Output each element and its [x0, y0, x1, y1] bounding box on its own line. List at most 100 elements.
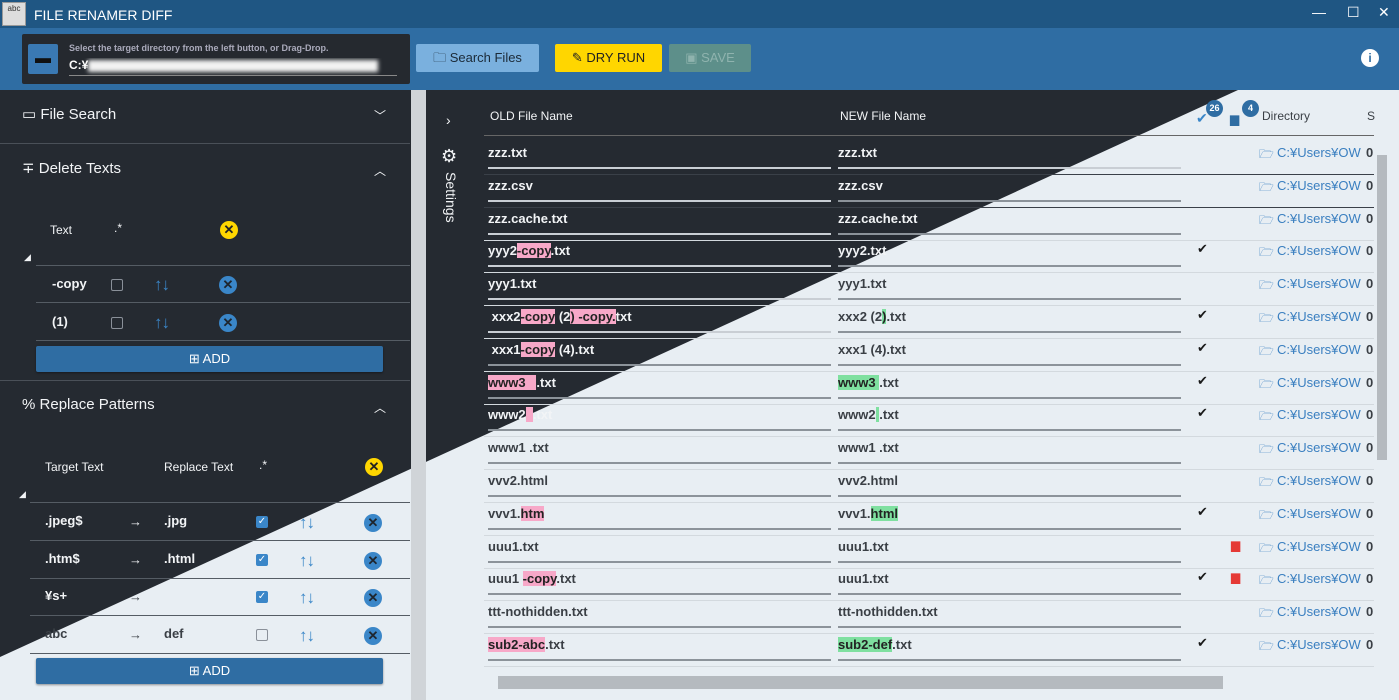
- table-horizontal-scrollbar[interactable]: [484, 676, 1374, 690]
- folder-open-icon[interactable]: 🗁: [1259, 212, 1274, 227]
- regex-checkbox[interactable]: [256, 628, 268, 641]
- delete-text-value[interactable]: (1): [52, 314, 68, 329]
- new-file-name[interactable]: uuu1.txt: [838, 571, 889, 586]
- directory-value[interactable]: C:¥Users¥OW: [1277, 276, 1361, 292]
- replace-text-value[interactable]: .html: [164, 550, 196, 566]
- new-file-name[interactable]: zzz.txt: [838, 145, 877, 160]
- folder-header-icon[interactable]: ▆: [1230, 112, 1240, 126]
- directory-value[interactable]: C:¥Users¥OW: [1277, 177, 1361, 193]
- regex-checkbox[interactable]: ✓: [256, 553, 268, 566]
- old-file-name[interactable]: xxx2-copy (2) -copy.txt: [488, 309, 632, 324]
- new-file-name[interactable]: www3 .txt: [838, 374, 899, 390]
- check-icon[interactable]: ✔: [1197, 503, 1208, 519]
- check-icon[interactable]: ✔: [1197, 372, 1208, 388]
- target-text-value[interactable]: .htm$: [45, 550, 80, 566]
- new-file-name[interactable]: vvv2.html: [838, 473, 898, 488]
- new-file-name[interactable]: www1 .txt: [838, 440, 899, 455]
- new-file-name[interactable]: yyy1.txt: [838, 276, 886, 291]
- old-file-name[interactable]: yyy1.txt: [488, 276, 536, 291]
- new-file-name[interactable]: xxx1 (4).txt: [838, 342, 906, 357]
- search-files-button[interactable]: 🗀 Search Files: [416, 44, 539, 72]
- regex-checkbox[interactable]: ✓: [256, 591, 268, 603]
- remove-icon[interactable]: ✕: [219, 314, 237, 332]
- delete-texts-header[interactable]: ∓ Delete Texts: [22, 159, 121, 177]
- old-file-name[interactable]: www3 .txt: [488, 374, 556, 390]
- directory-value[interactable]: C:¥Users¥OW: [1277, 309, 1361, 324]
- close-button[interactable]: ✕: [1378, 4, 1390, 20]
- old-file-name[interactable]: zzz.cache.txt: [488, 211, 567, 226]
- old-file-name[interactable]: vvv2.html: [488, 473, 548, 488]
- check-header-icon[interactable]: ✔: [1196, 110, 1208, 126]
- folder-open-icon[interactable]: 🗁: [1259, 573, 1274, 588]
- open-folder-button[interactable]: ▬: [28, 44, 58, 74]
- old-file-name[interactable]: xxx1-copy (4).txt: [488, 341, 594, 357]
- old-file-name[interactable]: vvv1.htm: [488, 505, 545, 521]
- regex-checkbox[interactable]: [111, 279, 123, 291]
- regex-checkbox[interactable]: ✓: [256, 516, 268, 528]
- old-file-name[interactable]: zzz.txt: [488, 145, 527, 160]
- col-directory[interactable]: Directory: [1262, 109, 1311, 123]
- clear-all-icon[interactable]: ✕: [365, 458, 383, 476]
- folder-open-icon[interactable]: 🗁: [1259, 639, 1274, 653]
- table-vertical-scrollbar[interactable]: [1375, 140, 1389, 680]
- old-file-name[interactable]: zzz.csv: [488, 178, 533, 193]
- folder-open-icon[interactable]: 🗁: [1259, 245, 1274, 260]
- check-icon[interactable]: ✔: [1197, 339, 1208, 355]
- old-file-name[interactable]: yyy2-copy.txt: [488, 243, 570, 259]
- remove-icon[interactable]: ✕: [219, 276, 237, 294]
- col-new-name[interactable]: NEW File Name: [840, 109, 927, 123]
- delete-text-value[interactable]: -copy: [52, 276, 87, 291]
- new-file-name[interactable]: xxx2 (2).txt: [838, 309, 906, 324]
- new-file-name[interactable]: ttt-nothidden.txt: [838, 604, 938, 619]
- check-icon[interactable]: ✔: [1197, 405, 1208, 421]
- save-button[interactable]: ▣ SAVE: [669, 44, 751, 72]
- target-text-value[interactable]: abc: [45, 625, 68, 641]
- directory-value[interactable]: C:¥Users¥OW: [1277, 505, 1361, 521]
- move-up-down-icon[interactable]: ↑↓: [299, 625, 315, 645]
- move-up-down-icon[interactable]: ↑↓: [299, 513, 315, 532]
- dry-run-button[interactable]: ✎ DRY RUN: [555, 44, 662, 72]
- check-icon[interactable]: ✔: [1197, 569, 1208, 585]
- chevron-up-icon[interactable]: ︿: [374, 401, 387, 415]
- folder-open-icon[interactable]: 🗁: [1259, 311, 1274, 325]
- target-text-value[interactable]: .jpeg$: [45, 513, 83, 528]
- folder-open-icon[interactable]: 🗁: [1259, 540, 1274, 555]
- red-folder-icon[interactable]: ▆: [1231, 537, 1241, 552]
- maximize-button[interactable]: ☐: [1347, 4, 1360, 20]
- replace-text-value[interactable]: def: [164, 625, 184, 641]
- remove-icon[interactable]: ✕: [364, 514, 382, 532]
- sidebar-scrollbar[interactable]: [411, 90, 426, 700]
- old-file-name[interactable]: uuu1.txt: [488, 539, 539, 554]
- directory-value[interactable]: C:¥Users¥OW: [1277, 407, 1361, 423]
- new-file-name[interactable]: www2 .txt: [838, 407, 899, 423]
- add-delete-text-button[interactable]: ⊞ ADD: [36, 346, 383, 372]
- directory-value[interactable]: C:¥Users¥OW: [1277, 473, 1361, 488]
- replace-patterns-header[interactable]: % Replace Patterns: [22, 396, 155, 413]
- old-file-name[interactable]: www2 .txt: [488, 407, 552, 423]
- folder-open-icon[interactable]: 🗁: [1259, 343, 1274, 358]
- chevron-up-icon[interactable]: ︿: [374, 164, 387, 178]
- chevron-down-icon[interactable]: ﹀: [374, 109, 387, 123]
- minimize-button[interactable]: —: [1312, 4, 1326, 20]
- directory-value[interactable]: C:¥Users¥OW: [1277, 145, 1361, 160]
- regex-checkbox[interactable]: [111, 317, 123, 329]
- info-icon[interactable]: i: [1361, 49, 1379, 67]
- new-file-name[interactable]: yyy2.txt: [838, 243, 886, 258]
- remove-icon[interactable]: ✕: [364, 626, 382, 645]
- clear-all-icon[interactable]: ✕: [220, 221, 238, 239]
- old-file-name[interactable]: uuu1 -copy.txt: [488, 571, 576, 587]
- file-search-header[interactable]: ▭ File Search: [22, 105, 116, 123]
- folder-open-icon[interactable]: 🗁: [1259, 409, 1274, 424]
- replace-text-value[interactable]: .jpg: [164, 513, 188, 528]
- move-up-down-icon[interactable]: ↑↓: [154, 313, 170, 332]
- check-icon[interactable]: ✔: [1197, 307, 1208, 322]
- directory-value[interactable]: C:¥Users¥OW: [1277, 341, 1361, 357]
- move-up-down-icon[interactable]: ↑↓: [299, 550, 315, 570]
- directory-value[interactable]: C:¥Users¥OW: [1277, 440, 1361, 456]
- add-replace-pattern-button[interactable]: ⊞ ADD: [36, 658, 383, 684]
- red-folder-icon[interactable]: ▆: [1231, 570, 1241, 585]
- directory-value[interactable]: C:¥Users¥OW: [1277, 243, 1361, 259]
- check-icon[interactable]: ✔: [1197, 241, 1208, 257]
- folder-open-icon[interactable]: 🗁: [1259, 442, 1274, 457]
- folder-open-icon[interactable]: 🗁: [1259, 606, 1274, 621]
